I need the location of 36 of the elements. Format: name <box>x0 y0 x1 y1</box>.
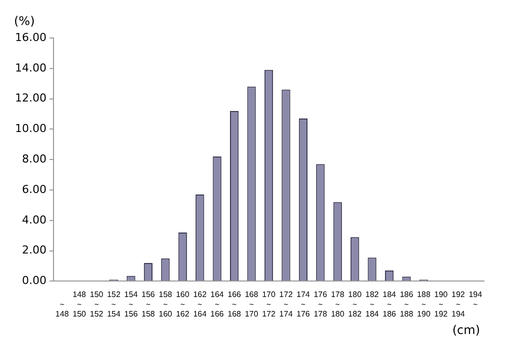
y-tick-label: 2.00 <box>22 244 46 257</box>
x-tick-label: 184~186 <box>382 290 397 318</box>
x-tick-label: 178~180 <box>330 290 345 318</box>
y-tick-label: 6.00 <box>22 182 46 196</box>
x-tick-label: 162~164 <box>193 290 208 318</box>
x-tick-label: 168~170 <box>244 290 259 318</box>
x-tick-label: 148~150 <box>72 290 87 318</box>
x-tick-label: 160~162 <box>176 290 190 318</box>
y-tick-label: 10.00 <box>14 122 46 136</box>
x-tick-label: 164~166 <box>210 290 224 318</box>
x-tick-label: 180~182 <box>348 290 362 318</box>
x-tick-label: 174~176 <box>296 290 310 318</box>
y-tick-label: 4.00 <box>22 213 46 226</box>
y-tick-label: 14.00 <box>14 61 46 74</box>
y-axis-title: (%) <box>14 14 35 28</box>
x-tick-label: 194~ <box>468 290 483 309</box>
x-tick-label: 166~168 <box>228 290 242 318</box>
y-tick-label: 8.00 <box>22 152 46 166</box>
x-tick-label: 154~156 <box>124 290 138 318</box>
y-tick-label: 0.00 <box>22 274 46 288</box>
y-tick-label: 16.00 <box>14 30 46 44</box>
x-tick-label: 150~152 <box>90 290 104 318</box>
x-tick-label: 190~192 <box>434 290 448 318</box>
x-tick-label: 192~194 <box>451 290 466 318</box>
x-tick-label: 172~174 <box>279 290 294 318</box>
x-tick-label: 188~190 <box>417 290 431 318</box>
x-tick-label: 156~158 <box>142 290 156 318</box>
x-tick-label: 186~188 <box>400 290 414 318</box>
x-tick-label: 158~160 <box>158 290 173 318</box>
x-tick-label: 170~172 <box>262 290 276 318</box>
x-tick-label: ~148 <box>55 300 70 318</box>
x-tick-label: 176~178 <box>314 290 328 318</box>
y-tick-label: 12.00 <box>14 92 46 105</box>
x-tick-label: 182~184 <box>365 290 380 318</box>
x-tick-label: 152~154 <box>107 290 121 318</box>
x-axis-title: (cm) <box>452 323 480 338</box>
